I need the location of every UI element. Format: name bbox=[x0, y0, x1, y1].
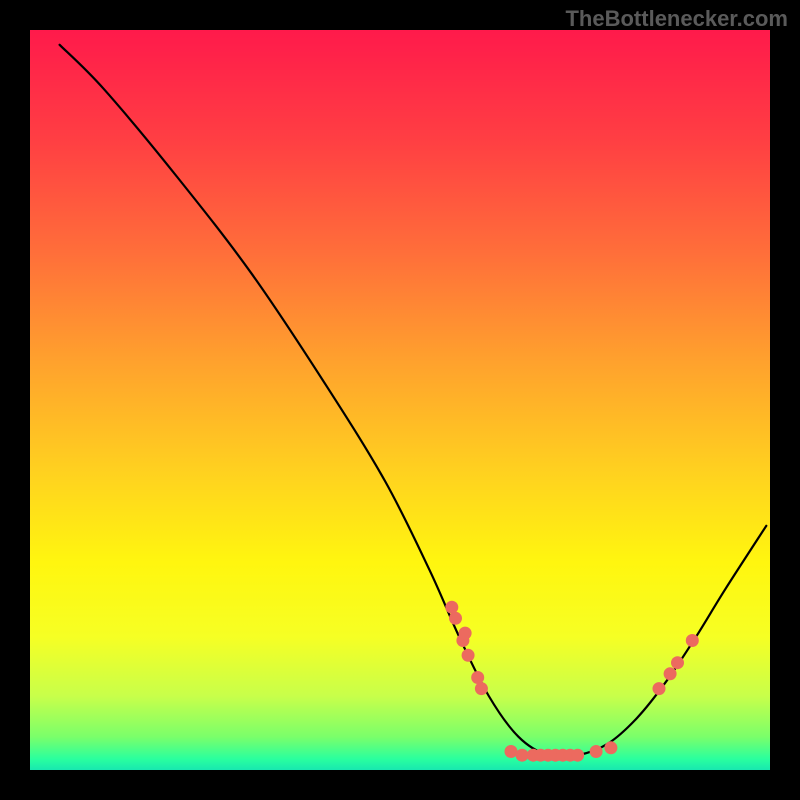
gradient-background bbox=[30, 30, 770, 770]
data-marker bbox=[471, 671, 484, 684]
plot-area bbox=[30, 30, 770, 770]
data-marker bbox=[604, 741, 617, 754]
data-marker bbox=[459, 627, 472, 640]
watermark-text: TheBottlenecker.com bbox=[565, 6, 788, 32]
data-marker bbox=[445, 601, 458, 614]
plot-svg bbox=[30, 30, 770, 770]
data-marker bbox=[462, 649, 475, 662]
chart-frame: TheBottlenecker.com bbox=[0, 0, 800, 800]
data-marker bbox=[505, 745, 518, 758]
data-marker bbox=[475, 682, 488, 695]
data-marker bbox=[590, 745, 603, 758]
data-marker bbox=[664, 667, 677, 680]
data-marker bbox=[571, 749, 584, 762]
data-marker bbox=[653, 682, 666, 695]
data-marker bbox=[449, 612, 462, 625]
data-marker bbox=[686, 634, 699, 647]
data-marker bbox=[516, 749, 529, 762]
data-marker bbox=[671, 656, 684, 669]
